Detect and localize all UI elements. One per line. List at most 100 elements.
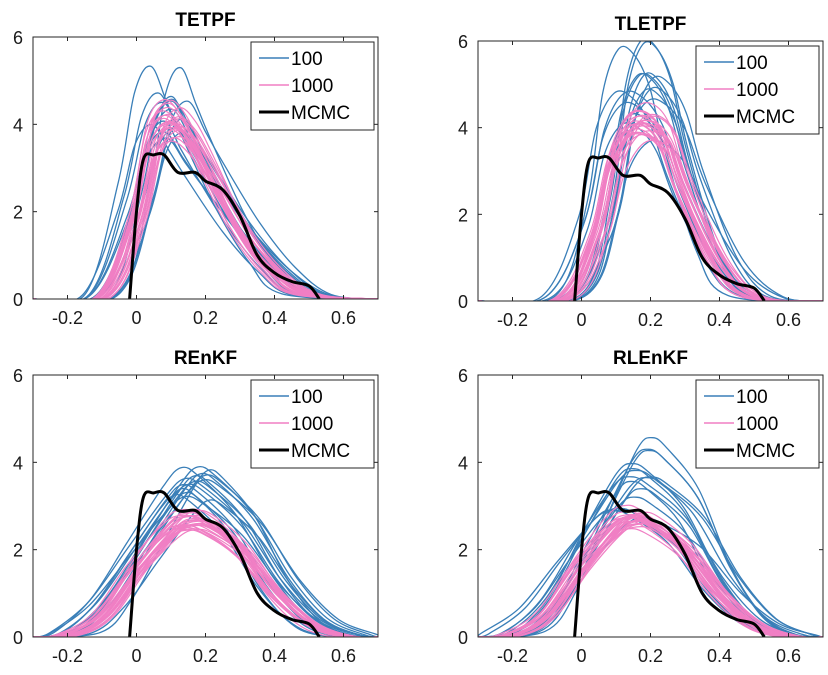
x-tick-label: 0.2 — [638, 646, 663, 666]
y-tick-label: 0 — [13, 628, 23, 648]
series-line-100 — [478, 90, 823, 301]
legend-label: MCMC — [291, 441, 350, 462]
chart-title: REnKF — [174, 348, 237, 369]
series-line-100 — [33, 478, 378, 637]
y-tick-label: 2 — [458, 541, 468, 561]
series-line-1000 — [478, 133, 823, 301]
y-tick-label: 2 — [458, 205, 468, 225]
legend: 100 1000 MCMC — [250, 41, 375, 131]
series-line-1000 — [478, 119, 823, 301]
x-tick-label: -0.2 — [52, 308, 83, 328]
series-line-100 — [33, 108, 378, 299]
series-line-100 — [478, 45, 823, 301]
series-line-100 — [33, 465, 378, 637]
x-tick-label: 0 — [131, 308, 141, 328]
x-tick-label: 0.6 — [776, 310, 801, 330]
series-line-1000 — [33, 528, 378, 637]
x-tick-label: -0.2 — [52, 646, 83, 666]
series-line-1000 — [478, 115, 823, 301]
series-line-1000 — [478, 122, 823, 301]
legend-label: 1000 — [291, 414, 333, 435]
series-line-1000 — [478, 125, 823, 301]
series-line-1000 — [478, 123, 823, 301]
legend-label: MCMC — [736, 441, 795, 462]
chart-panel: -0.2 0 0.2 0.4 0.6 0 2 4 6 TLETPF 100 1000 MCMC — [458, 14, 824, 330]
x-tick-label: -0.2 — [497, 646, 528, 666]
series-line-mcmc — [128, 489, 321, 637]
series-line-1000 — [478, 132, 823, 301]
series-line-100 — [478, 75, 823, 301]
legend-label: MCMC — [291, 103, 350, 124]
series-line-1000 — [33, 509, 378, 637]
series-line-1000 — [33, 114, 378, 299]
legend-box — [695, 379, 820, 469]
series-line-100 — [478, 436, 823, 637]
series-line-1000 — [33, 106, 378, 299]
y-tick-label: 6 — [13, 28, 23, 48]
y-tick-label: 4 — [13, 115, 23, 135]
legend-label: MCMC — [736, 107, 795, 128]
y-tick-label: 2 — [13, 541, 23, 561]
series-line-1000 — [33, 117, 378, 299]
legend-label: 1000 — [736, 414, 778, 435]
series-line-1000 — [478, 130, 823, 301]
x-tick-label: 0.4 — [707, 646, 732, 666]
series-line-100 — [33, 123, 378, 299]
series-line-100 — [478, 469, 823, 637]
legend-label: 100 — [291, 387, 323, 408]
series-line-mcmc — [573, 155, 766, 301]
series-line-1000 — [33, 517, 378, 637]
x-tick-label: 0 — [576, 310, 586, 330]
series-line-100 — [33, 483, 378, 637]
series-line-1000 — [33, 107, 378, 299]
legend-box — [695, 45, 820, 135]
y-tick-label: 6 — [458, 366, 468, 386]
series-line-100 — [478, 122, 823, 301]
series-line-100 — [478, 139, 823, 301]
series-line-100 — [33, 483, 378, 637]
series-line-1000 — [478, 131, 823, 301]
series-line-1000 — [478, 527, 823, 637]
series-line-1000 — [478, 122, 823, 301]
plot-area — [33, 465, 378, 637]
series-line-1000 — [478, 123, 823, 301]
series-line-1000 — [33, 126, 378, 299]
series-line-1000 — [478, 513, 823, 637]
y-tick-label: 0 — [458, 292, 468, 312]
chart-title: TETPF — [175, 10, 235, 31]
series-line-100 — [478, 98, 823, 301]
y-tick-label: 0 — [458, 628, 468, 648]
series-line-mcmc — [573, 489, 766, 637]
y-tick-label: 6 — [13, 366, 23, 386]
x-tick-label: 0.4 — [707, 310, 732, 330]
series-line-1000 — [478, 115, 823, 301]
series-line-1000 — [478, 127, 823, 301]
y-tick-label: 6 — [458, 32, 468, 52]
series-line-100 — [33, 100, 378, 299]
legend-box — [250, 379, 375, 469]
legend-label: 100 — [736, 53, 768, 74]
series-line-1000 — [33, 514, 378, 637]
legend-label: 100 — [291, 49, 323, 70]
y-tick-label: 4 — [13, 453, 23, 473]
series-line-100 — [33, 469, 378, 637]
series-line-1000 — [478, 113, 823, 301]
chart-panel: -0.2 0 0.2 0.4 0.6 0 2 4 6 RLEnKF 100 1000 MCMC — [458, 348, 824, 666]
series-line-100 — [478, 88, 823, 301]
series-line-1000 — [33, 102, 378, 299]
y-tick-label: 4 — [458, 453, 468, 473]
x-tick-label: -0.2 — [497, 310, 528, 330]
x-tick-label: 0.4 — [262, 646, 287, 666]
x-tick-label: 0.6 — [331, 646, 356, 666]
legend: 100 1000 MCMC — [695, 379, 820, 469]
legend: 100 1000 MCMC — [250, 379, 375, 469]
chart-title: RLEnKF — [613, 348, 688, 369]
series-line-1000 — [478, 120, 823, 301]
legend-label: 1000 — [291, 76, 333, 97]
series-line-1000 — [478, 520, 823, 637]
series-line-1000 — [33, 514, 378, 637]
legend-box — [250, 41, 375, 131]
series-line-100 — [478, 462, 823, 637]
plot-area — [478, 436, 823, 637]
legend: 100 1000 MCMC — [695, 45, 820, 135]
